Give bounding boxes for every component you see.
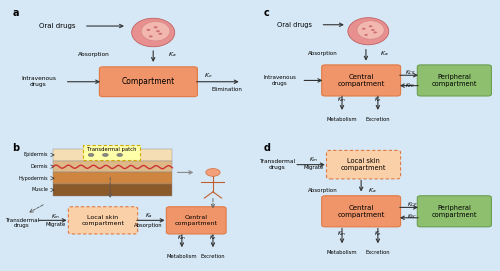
Text: Metabolism: Metabolism <box>326 250 358 255</box>
Text: Transdermal
drugs: Transdermal drugs <box>4 218 39 228</box>
Ellipse shape <box>348 18 389 45</box>
Text: $K_m$: $K_m$ <box>309 155 318 164</box>
Ellipse shape <box>357 21 384 39</box>
FancyBboxPatch shape <box>326 150 400 179</box>
Text: Excretion: Excretion <box>366 117 390 122</box>
Text: $K_m$: $K_m$ <box>50 212 60 221</box>
Circle shape <box>364 34 368 36</box>
Circle shape <box>374 31 377 33</box>
Text: Epidermis: Epidermis <box>24 152 48 157</box>
Circle shape <box>362 28 366 30</box>
Text: Metabolism: Metabolism <box>326 117 358 122</box>
FancyBboxPatch shape <box>68 207 138 234</box>
Text: Intravenous
drugs: Intravenous drugs <box>264 75 296 86</box>
Text: Local skin
compartment: Local skin compartment <box>82 215 124 226</box>
Text: c: c <box>263 8 269 18</box>
Text: Hypodermis: Hypodermis <box>18 176 48 181</box>
Text: Central
compartment: Central compartment <box>338 205 385 218</box>
Text: Compartment: Compartment <box>122 77 175 86</box>
Circle shape <box>117 153 122 156</box>
Text: Peripheral
compartment: Peripheral compartment <box>432 205 477 218</box>
Text: Absorption: Absorption <box>134 223 162 228</box>
Text: Migrate: Migrate <box>303 165 324 170</box>
Text: Transdermal
drugs: Transdermal drugs <box>260 159 296 170</box>
Text: Oral drugs: Oral drugs <box>40 23 76 29</box>
FancyBboxPatch shape <box>53 184 172 196</box>
Text: Intravenous
drugs: Intravenous drugs <box>21 76 56 87</box>
Text: Excretion: Excretion <box>200 254 226 259</box>
Text: $K_{PC}$: $K_{PC}$ <box>407 212 418 221</box>
Text: Absorption: Absorption <box>78 52 110 57</box>
Text: $K_e$: $K_e$ <box>204 71 212 80</box>
Ellipse shape <box>132 18 174 47</box>
Text: $K_a$: $K_a$ <box>380 49 389 58</box>
Text: $K_e$: $K_e$ <box>374 229 382 238</box>
Text: Oral drugs: Oral drugs <box>276 22 312 28</box>
Text: $K_a$: $K_a$ <box>168 50 176 59</box>
Text: d: d <box>263 143 270 153</box>
FancyBboxPatch shape <box>53 172 172 184</box>
FancyBboxPatch shape <box>53 149 172 161</box>
FancyBboxPatch shape <box>418 65 492 96</box>
Text: Absorption: Absorption <box>308 51 337 56</box>
Circle shape <box>369 25 372 27</box>
Text: Central
compartment: Central compartment <box>338 74 385 87</box>
FancyBboxPatch shape <box>322 65 400 96</box>
Circle shape <box>158 33 162 35</box>
Circle shape <box>154 26 158 28</box>
Text: $K_e$: $K_e$ <box>209 233 217 242</box>
Text: $K_{PC}$: $K_{PC}$ <box>405 81 415 90</box>
Circle shape <box>149 35 152 37</box>
FancyBboxPatch shape <box>82 145 140 160</box>
Ellipse shape <box>141 21 170 41</box>
Text: b: b <box>12 143 20 153</box>
Text: Local skin
compartment: Local skin compartment <box>341 158 386 171</box>
Text: Absorption: Absorption <box>308 188 337 193</box>
Text: Migrate: Migrate <box>45 222 66 227</box>
FancyBboxPatch shape <box>100 67 198 97</box>
Text: Elimination: Elimination <box>212 87 242 92</box>
Circle shape <box>102 153 108 156</box>
Text: Central
compartment: Central compartment <box>174 215 218 226</box>
Text: $K_m$: $K_m$ <box>178 233 186 242</box>
Text: Dermis: Dermis <box>30 164 48 169</box>
Text: Transdermal patch: Transdermal patch <box>86 147 136 152</box>
Text: Excretion: Excretion <box>366 250 390 255</box>
FancyBboxPatch shape <box>53 161 172 172</box>
Text: $K_m$: $K_m$ <box>338 229 346 238</box>
Text: $K_a$: $K_a$ <box>144 211 152 220</box>
Text: Peripheral
compartment: Peripheral compartment <box>432 74 477 87</box>
Text: a: a <box>12 8 18 18</box>
Circle shape <box>88 153 94 156</box>
Text: Metabolism: Metabolism <box>166 254 197 259</box>
FancyBboxPatch shape <box>322 196 400 227</box>
Text: $K_{CP}$: $K_{CP}$ <box>405 68 415 77</box>
Circle shape <box>371 29 374 31</box>
Text: Muscle: Muscle <box>31 188 48 192</box>
Circle shape <box>146 29 150 31</box>
Circle shape <box>156 30 160 32</box>
Text: $K_a$: $K_a$ <box>368 186 377 195</box>
FancyBboxPatch shape <box>418 196 492 227</box>
FancyBboxPatch shape <box>166 207 226 234</box>
Text: $K_m$: $K_m$ <box>338 95 346 104</box>
Circle shape <box>206 169 220 176</box>
Text: $K_e$: $K_e$ <box>374 95 382 104</box>
Text: $K_{CP}$: $K_{CP}$ <box>407 200 418 209</box>
